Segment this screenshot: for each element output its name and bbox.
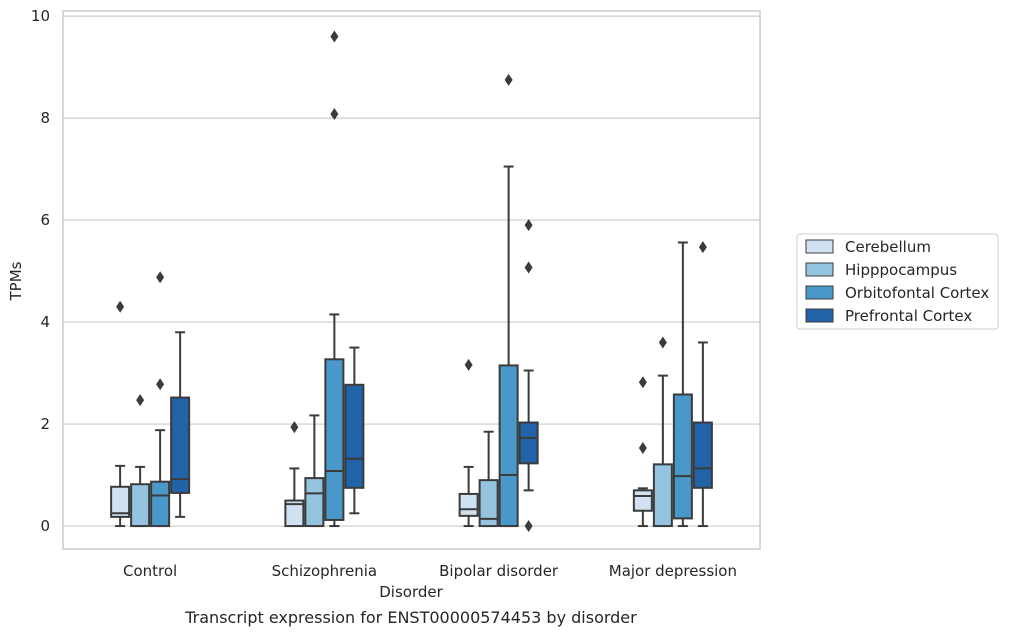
legend-swatch — [805, 285, 834, 300]
outlier-point — [638, 442, 647, 455]
box — [672, 393, 693, 520]
box-series — [110, 30, 713, 533]
series-hipppocampus — [130, 336, 673, 528]
outlier-point — [638, 376, 647, 389]
x-tick-label: Control — [123, 562, 177, 580]
legend-swatch — [805, 308, 834, 323]
outlier-point — [116, 300, 125, 313]
y-tick-labels: 0 2 4 6 8 10 — [31, 7, 50, 535]
legend-label: Orbitofontal Cortex — [845, 284, 989, 302]
outlier-point — [136, 394, 145, 407]
outlier-point — [658, 336, 667, 349]
outlier-point — [524, 520, 533, 533]
box — [150, 480, 171, 528]
x-axis-title: Disorder — [379, 583, 443, 601]
box — [632, 489, 653, 512]
outlier-point — [156, 378, 165, 391]
y-tick-label: 4 — [40, 313, 50, 331]
x-tick-labels: Control Schizophrenia Bipolar disorder Majo… — [123, 562, 737, 580]
legend: Cerebellum Hipppocampus Orbitofontal Corte… — [796, 233, 999, 330]
box — [304, 477, 325, 528]
box — [324, 358, 345, 521]
legend-frame — [796, 233, 999, 330]
box — [652, 463, 673, 528]
box — [130, 483, 151, 528]
series-orbitofontal-cortex — [150, 30, 693, 528]
box — [344, 383, 365, 489]
outlier-point — [524, 219, 533, 232]
series-cerebellum — [110, 300, 653, 528]
y-tick-label: 10 — [31, 7, 50, 25]
box — [478, 479, 499, 528]
legend-label: Prefrontal Cortex — [845, 307, 972, 325]
y-tick-label: 0 — [40, 517, 50, 535]
x-tick-label: Major depression — [609, 562, 737, 580]
x-tick-label: Schizophrenia — [272, 562, 377, 580]
outlier-point — [698, 241, 707, 254]
plot-frame — [62, 10, 761, 550]
box — [518, 421, 539, 465]
outlier-point — [330, 30, 339, 43]
y-tick-label: 6 — [40, 211, 50, 229]
y-axis-title: TPMs — [7, 261, 25, 301]
legend-label: Hipppocampus — [845, 261, 957, 279]
legend-swatch — [805, 239, 834, 254]
outlier-point — [156, 271, 165, 284]
outlier-point — [330, 108, 339, 121]
outlier-point — [464, 358, 473, 371]
box — [284, 499, 305, 528]
box — [692, 421, 713, 489]
box — [170, 396, 191, 494]
series-prefrontal-cortex — [170, 219, 713, 533]
legend-label: Cerebellum — [845, 238, 931, 256]
outlier-point — [290, 421, 299, 434]
box — [110, 485, 131, 518]
y-tick-label: 2 — [40, 415, 50, 433]
grid-lines — [63, 15, 760, 527]
box — [458, 492, 479, 517]
outlier-point — [504, 73, 513, 86]
box — [498, 364, 519, 528]
x-tick-label: Bipolar disorder — [439, 562, 559, 580]
legend-swatch — [805, 262, 834, 277]
chart-caption: Transcript expression for ENST0000057445… — [184, 608, 637, 627]
outlier-point — [524, 261, 533, 274]
y-tick-label: 8 — [40, 109, 50, 127]
